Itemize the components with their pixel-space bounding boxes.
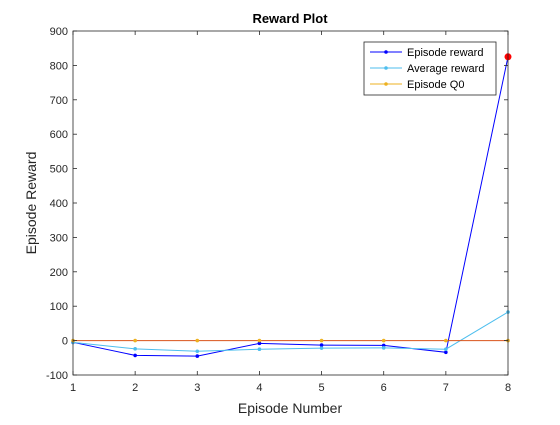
y-tick-label: 400	[50, 198, 68, 210]
x-tick-label: 3	[194, 382, 200, 394]
y-tick-label: 700	[50, 95, 68, 107]
y-tick-label: 500	[50, 164, 68, 176]
y-tick-label: 900	[50, 26, 68, 38]
series-3-point	[133, 338, 137, 343]
series-3-point	[381, 338, 386, 343]
y-axis-label: Episode Reward	[23, 152, 39, 255]
x-tick-label: 8	[505, 382, 511, 394]
x-axis-label: Episode Number	[238, 400, 343, 416]
series-line-1	[72, 56, 509, 357]
series-2-point	[381, 346, 386, 350]
legend-label-2: Average reward	[407, 63, 484, 75]
x-tick-label: 5	[319, 382, 325, 394]
series-1-point	[257, 341, 262, 346]
series-2-point	[319, 346, 324, 350]
series-1-point	[133, 353, 137, 358]
series-2-point	[444, 347, 448, 352]
series-3-point	[319, 338, 324, 343]
series-1-point	[195, 354, 200, 358]
y-tick-label: 200	[50, 267, 68, 279]
legend-label-1: Episode reward	[407, 47, 483, 59]
legend-marker-2	[384, 66, 388, 70]
series-line-2	[72, 311, 509, 352]
chart-title: Reward Plot	[252, 11, 328, 26]
x-tick-label: 4	[256, 382, 262, 394]
series-3-point	[195, 338, 200, 343]
legend-marker-3	[384, 82, 388, 86]
y-tick-label: 800	[50, 60, 68, 72]
series-3-point	[444, 338, 448, 343]
y-tick-label: -100	[46, 370, 68, 382]
y-tick-label: 0	[62, 336, 68, 348]
x-tick-label: 7	[443, 382, 449, 394]
x-tick-label: 1	[70, 382, 76, 394]
series-2-point	[195, 349, 200, 354]
series-1-point	[444, 350, 448, 355]
series-2-point	[257, 347, 262, 352]
series-3-point	[257, 338, 262, 343]
y-tick-label: 600	[50, 129, 68, 141]
series-1-point	[319, 343, 324, 347]
x-tick-label: 6	[381, 382, 387, 394]
series-2-point	[133, 347, 137, 351]
y-tick-label: 100	[50, 301, 68, 313]
x-tick-label: 2	[132, 382, 138, 394]
legend-marker-1	[384, 50, 388, 54]
legend-label-3: Episode Q0	[407, 79, 464, 91]
y-tick-label: 300	[50, 232, 68, 244]
